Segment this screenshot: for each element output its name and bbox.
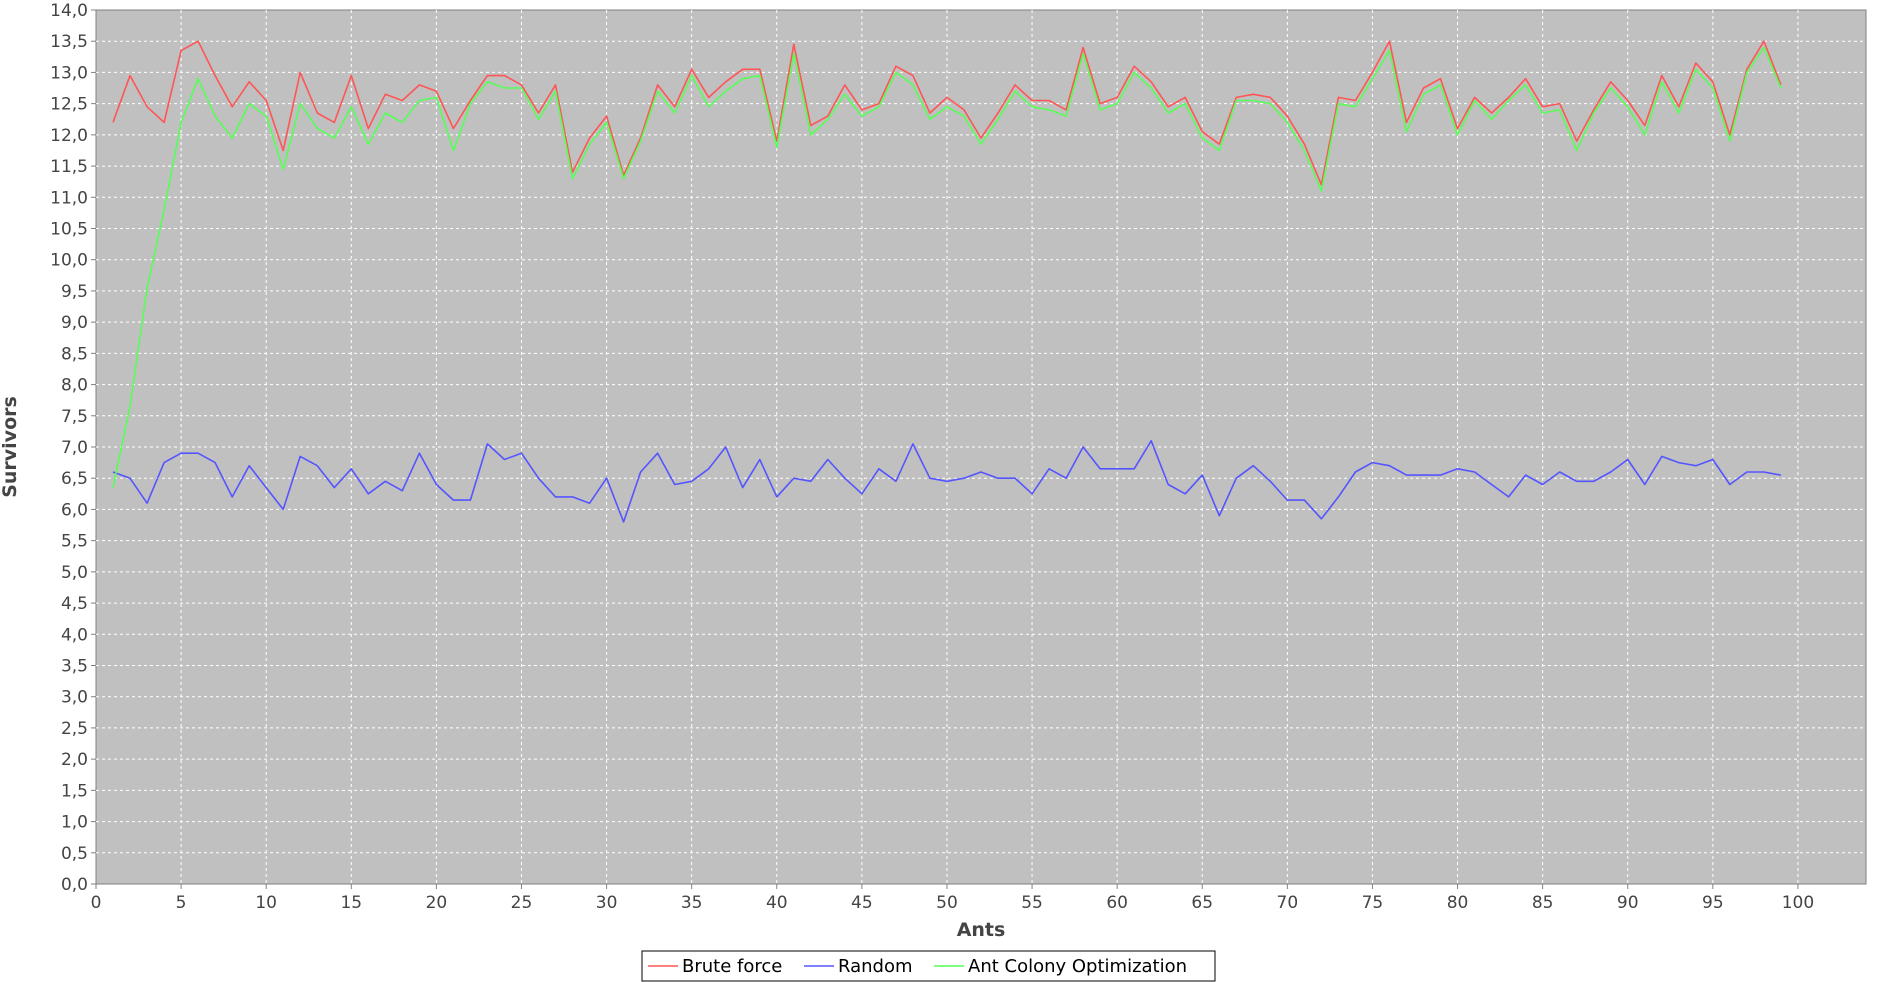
y-tick-label: 3,5: [61, 657, 88, 677]
y-tick-label: 14,0: [50, 1, 88, 21]
y-tick-label: 12,0: [50, 126, 88, 146]
y-tick-label: 5,0: [61, 563, 88, 583]
series-brute-force-line: [112, 40, 1782, 186]
y-tick-label: 8,0: [61, 376, 88, 396]
x-tick-label: 60: [1106, 893, 1128, 913]
y-tick-label: 2,5: [61, 719, 88, 739]
x-axis-label: Ants: [957, 919, 1006, 941]
y-tick-label: 9,0: [61, 313, 88, 333]
y-tick-label: 13,0: [50, 63, 88, 83]
x-tick-label: 70: [1277, 893, 1299, 913]
y-tick-label: 10,0: [50, 251, 88, 271]
x-tick-label: 40: [766, 893, 788, 913]
y-tick-label: 7,0: [61, 438, 88, 458]
x-tick-label: 55: [1021, 893, 1043, 913]
x-tick-label: 30: [596, 893, 618, 913]
x-tick-label: 0: [91, 893, 102, 913]
y-tick-label: 10,5: [50, 220, 88, 240]
y-tick-label: 11,5: [50, 157, 88, 177]
x-tick-label: 45: [851, 893, 873, 913]
y-tick-label: 2,0: [61, 750, 88, 770]
y-tick-label: 11,0: [50, 188, 88, 208]
legend-label: Brute force: [682, 956, 782, 977]
x-tick-label: 95: [1702, 893, 1724, 913]
x-tick-label: 10: [255, 893, 277, 913]
x-tick-label: 20: [426, 893, 448, 913]
x-tick-label: 100: [1782, 893, 1814, 913]
y-tick-label: 1,0: [61, 813, 88, 833]
y-tick-label: 3,0: [61, 688, 88, 708]
legend-label: Random: [838, 956, 913, 977]
y-tick-label: 6,0: [61, 500, 88, 520]
y-axis-ticks: 0,0 0,5 1,0 1,5 2,0 2,5 3,0 3,5 4,0 4,5 5,0 5,5 6,0 6…: [50, 1, 96, 895]
y-tick-label: 4,5: [61, 594, 88, 614]
y-tick-label: 9,5: [61, 282, 88, 302]
y-tick-label: 13,5: [50, 32, 88, 52]
series-random-line: [112, 439, 1782, 523]
x-tick-label: 50: [936, 893, 958, 913]
y-tick-label: 4,0: [61, 625, 88, 645]
x-tick-label: 75: [1362, 893, 1384, 913]
legend-label: Ant Colony Optimization: [968, 956, 1187, 977]
legend: Brute force Random Ant Colony Optimization: [641, 950, 1216, 982]
x-axis-ticks: 0 5 10 15 20 25 30 35 40 45 50 55 60 65 70 75 80 85 90 95 10…: [91, 884, 1814, 913]
x-tick-label: 90: [1617, 893, 1639, 913]
y-tick-label: 12,5: [50, 95, 88, 115]
y-tick-label: 8,5: [61, 344, 88, 364]
x-tick-label: 65: [1191, 893, 1213, 913]
x-tick-label: 5: [176, 893, 187, 913]
x-tick-label: 80: [1447, 893, 1469, 913]
x-tick-label: 35: [681, 893, 703, 913]
y-tick-label: 0,0: [61, 875, 88, 895]
legend-box: [641, 950, 1216, 982]
x-tick-label: 15: [340, 893, 362, 913]
series-ant-colony-optimization-line: [112, 46, 1782, 488]
y-tick-label: 7,5: [61, 407, 88, 427]
y-tick-label: 1,5: [61, 781, 88, 801]
y-tick-label: 5,5: [61, 532, 88, 552]
y-axis-label: Survivors: [0, 396, 21, 498]
y-tick-label: 0,5: [61, 844, 88, 864]
grid-lines: [96, 10, 1866, 884]
x-tick-label: 25: [511, 893, 533, 913]
y-tick-label: 6,5: [61, 469, 88, 489]
x-tick-label: 85: [1532, 893, 1554, 913]
series-lines: [112, 40, 1782, 523]
